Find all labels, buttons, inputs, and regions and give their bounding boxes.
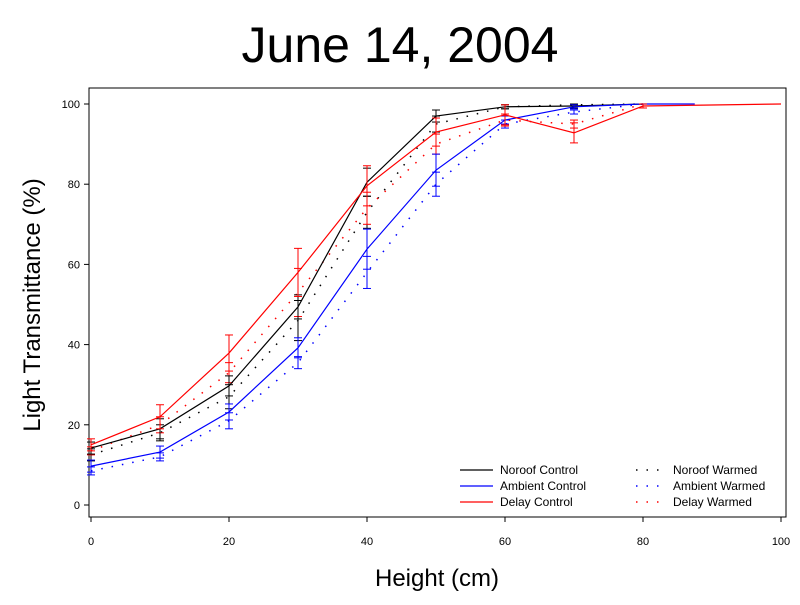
series-delay-warmed [87, 103, 644, 456]
x-tick-label: 60 [499, 536, 511, 548]
series-line [90, 103, 695, 467]
x-tick-label: 40 [361, 536, 373, 548]
x-axis-label: Height (cm) [375, 565, 499, 592]
legend-label: Noroof Warmed [673, 463, 757, 477]
y-tick-label: 0 [74, 500, 80, 512]
y-tick-label: 60 [68, 259, 80, 271]
legend: Noroof Control Ambient Control Delay Contr… [460, 463, 765, 509]
y-tick-label: 80 [68, 179, 80, 191]
x-tick-label: 20 [223, 536, 235, 548]
series-group [87, 103, 782, 476]
chart-title: June 14, 2004 [242, 17, 559, 73]
series-delay-control [87, 103, 782, 452]
series-line [90, 103, 782, 446]
y-tick-label: 40 [68, 340, 80, 352]
legend-label: Delay Control [500, 495, 573, 509]
x-tick-label: 0 [88, 536, 94, 548]
series-ambient-warmed [87, 103, 644, 476]
y-axis-label: Light Transmittance (%) [19, 178, 46, 431]
series-line [90, 103, 644, 452]
axes: 0 20 40 60 80 100 0 20 40 60 80 100 [62, 99, 791, 548]
series-noroof-control [87, 103, 644, 455]
y-tick-label: 20 [68, 420, 80, 432]
x-tick-label: 100 [772, 536, 790, 548]
legend-label: Ambient Control [500, 479, 586, 493]
legend-label: Delay Warmed [673, 495, 752, 509]
y-tick-label: 100 [62, 99, 80, 111]
legend-label: Noroof Control [500, 463, 578, 477]
legend-label: Ambient Warmed [673, 479, 765, 493]
series-ambient-control [87, 103, 695, 473]
x-tick-label: 80 [637, 536, 649, 548]
plot-frame [88, 87, 787, 518]
